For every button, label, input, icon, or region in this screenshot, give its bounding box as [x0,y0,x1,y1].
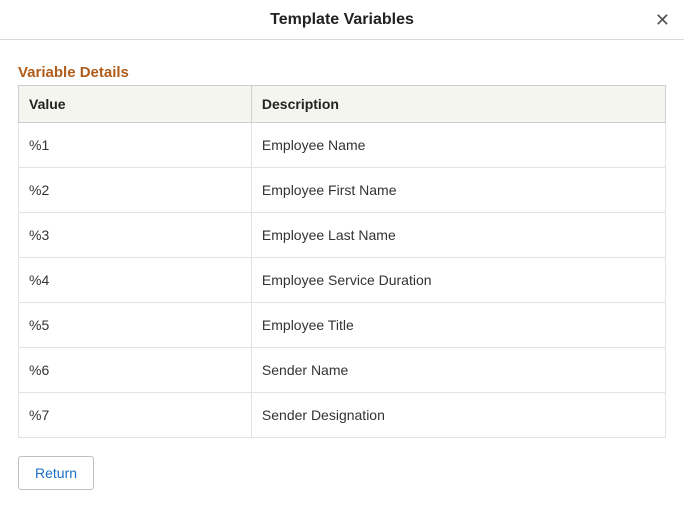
cell-description: Sender Designation [251,393,665,438]
column-header-description: Description [251,86,665,123]
cell-description: Employee First Name [251,168,665,213]
table-row: %5 Employee Title [19,303,666,348]
column-header-value: Value [19,86,252,123]
variables-table: Value Description %1 Employee Name %2 Em… [18,85,666,438]
dialog-header: Template Variables ✕ [0,0,684,40]
table-row: %3 Employee Last Name [19,213,666,258]
dialog-content: Variable Details Value Description %1 Em… [0,40,684,508]
table-row: %2 Employee First Name [19,168,666,213]
cell-description: Employee Title [251,303,665,348]
cell-value: %4 [19,258,252,303]
cell-value: %6 [19,348,252,393]
close-icon[interactable]: ✕ [655,11,670,29]
table-header-row: Value Description [19,86,666,123]
cell-value: %5 [19,303,252,348]
cell-value: %3 [19,213,252,258]
section-title: Variable Details [18,64,666,81]
cell-description: Employee Last Name [251,213,665,258]
cell-description: Sender Name [251,348,665,393]
cell-description: Employee Name [251,123,665,168]
table-row: %7 Sender Designation [19,393,666,438]
cell-value: %1 [19,123,252,168]
cell-value: %7 [19,393,252,438]
table-row: %1 Employee Name [19,123,666,168]
table-row: %4 Employee Service Duration [19,258,666,303]
cell-value: %2 [19,168,252,213]
cell-description: Employee Service Duration [251,258,665,303]
dialog-title: Template Variables [270,11,414,29]
table-row: %6 Sender Name [19,348,666,393]
return-button[interactable]: Return [18,456,94,490]
